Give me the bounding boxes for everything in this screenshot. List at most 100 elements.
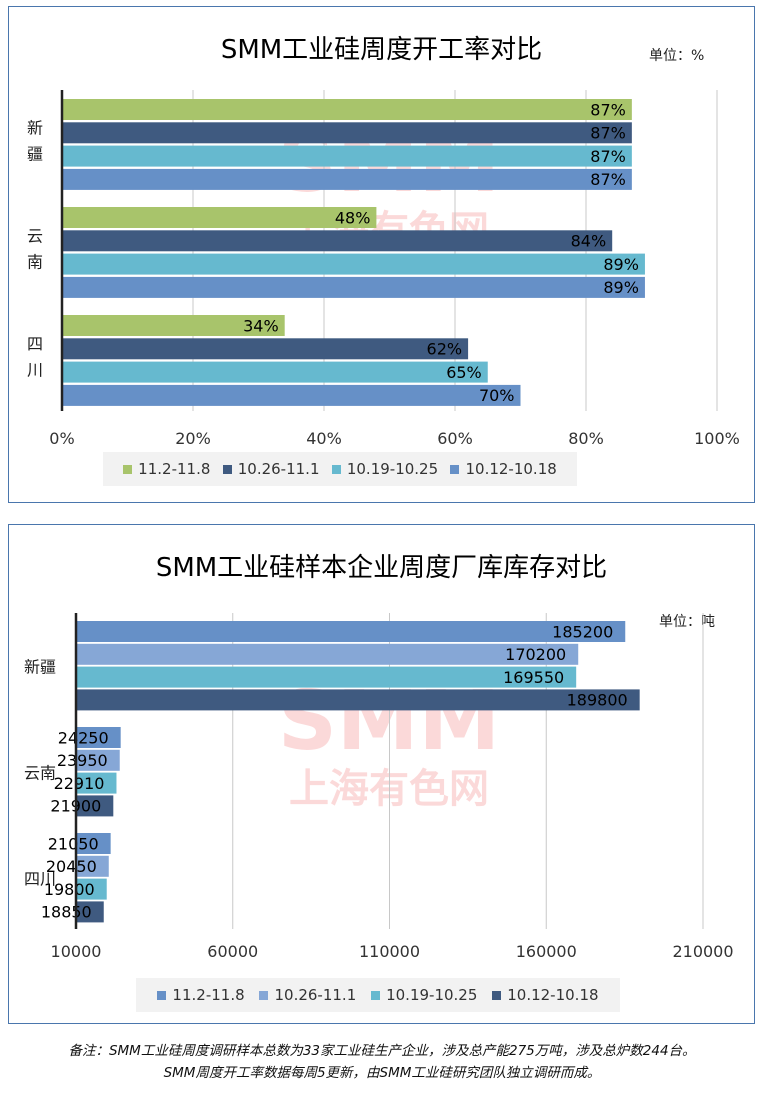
bar-10-19-10-25-0 [76,666,577,688]
legend-item: 10.12-10.18 [450,460,557,478]
category-label: 川 [27,361,43,380]
bar-10-19-10-25-2 [76,878,107,900]
legend-label: 10.19-10.25 [386,986,478,1004]
bar-10-12-10-18-2 [62,384,521,406]
legend-label: 10.19-10.25 [346,460,439,478]
category-label: 南 [27,253,43,272]
legend-swatch [492,990,502,1000]
data-label: 24250 [58,728,109,747]
bar-10-19-10-25-2 [62,361,488,383]
utilization-chart-panel: SMM 上海有色网 SMM工业硅周度开工率对比 单位：% 87%87%87%87… [8,6,755,503]
footnote-line-2: SMM周度开工率数据每周5更新，由SMM工业硅研究团队独立调研而成。 [163,1065,601,1081]
legend-label: 10.12-10.18 [507,986,599,1004]
footnote: 备注：SMM工业硅周度调研样本总数为33家工业硅生产企业，涉及总产能275万吨，… [0,1040,764,1084]
data-label: 23950 [57,751,108,770]
legend-label: 10.26-11.1 [237,460,320,478]
data-label: 19800 [44,880,95,899]
bar-10-12-10-18-1 [62,276,645,298]
bar-10-12-10-18-1 [76,795,114,817]
bar-10-26-11-1-2 [62,338,469,360]
chart-legend: 11.2-11.8 10.26-11.1 10.19-10.25 10.12-10.1… [103,452,577,486]
bar-11-2-11-8-1 [62,207,377,228]
bar-11-2-11-8-2 [62,315,285,336]
bar-10-26-11-1-0 [76,643,579,665]
data-label: 89% [603,278,639,297]
chart-legend: 11.2-11.8 10.26-11.1 10.19-10.25 10.12-10.1… [136,978,620,1012]
legend-swatch [157,990,167,1000]
data-label: 70% [479,386,515,405]
legend-swatch [331,464,341,474]
legend-swatch [371,990,381,1000]
category-label: 云南 [24,764,56,783]
bar-10-26-11-1-1 [62,230,613,252]
legend-item: 10.19-10.25 [371,986,477,1004]
data-label: 87% [590,100,626,119]
legend-swatch [123,464,133,474]
category-label: 新 [27,119,43,138]
x-tick-label: 0% [49,429,74,448]
bar-10-19-10-25-0 [62,145,632,167]
category-label: 四 [27,335,43,354]
bar-10-12-10-18-0 [62,168,632,190]
data-label: 18850 [41,903,92,922]
legend-item: 10.26-11.1 [259,986,356,1004]
legend-item: 11.2-11.8 [157,986,245,1004]
data-label: 170200 [505,645,566,664]
inventory-chart-panel: SMM 上海有色网 SMM工业硅样本企业周度厂库库存对比 单位：吨 185200… [8,524,755,1024]
data-label: 22910 [54,774,105,793]
data-label: 48% [335,208,371,227]
x-tick-label: 110000 [359,942,420,961]
legend-swatch [450,464,460,474]
bar-11-2-11-8-0 [76,621,626,642]
data-label: 62% [427,340,463,359]
data-label: 87% [590,170,626,189]
unit-label: 单位：% [649,48,705,64]
x-tick-label: 100% [694,429,740,448]
category-label: 云 [27,227,43,246]
data-label: 169550 [503,668,564,687]
unit-label: 单位：吨 [659,614,715,630]
data-label: 21050 [48,834,99,853]
chart-title: SMM工业硅样本企业周度厂库库存对比 [155,553,608,583]
legend-swatch [222,464,232,474]
footnote-line-1: 备注：SMM工业硅周度调研样本总数为33家工业硅生产企业，涉及总产能275万吨，… [68,1043,696,1059]
bar-10-19-10-25-1 [76,772,117,794]
bar-11-2-11-8-1 [76,727,121,748]
x-tick-label: 60% [437,429,473,448]
data-label: 65% [446,363,482,382]
legend-label: 11.2-11.8 [172,986,245,1004]
bar-11-2-11-8-0 [62,99,632,120]
x-tick-label: 80% [568,429,604,448]
data-label: 185200 [552,622,613,641]
bar-11-2-11-8-2 [76,833,111,854]
data-label: 20450 [46,857,97,876]
x-tick-label: 10000 [51,942,102,961]
legend-label: 10.26-11.1 [274,986,357,1004]
legend-label: 11.2-11.8 [138,460,211,478]
category-label: 疆 [27,145,43,164]
data-label: 189800 [567,691,628,710]
data-label: 87% [590,124,626,143]
x-tick-label: 210000 [672,942,733,961]
bar-10-26-11-1-0 [62,122,632,144]
bar-10-26-11-1-1 [76,749,120,771]
x-tick-label: 40% [306,429,342,448]
category-label: 四川 [24,870,56,889]
chart-title: SMM工业硅周度开工率对比 [220,35,543,65]
x-tick-label: 60000 [207,942,258,961]
utilization-bar-chart: 87% 87% 87% 87% 新疆 48% 84% 89% 89% 云南 34% 62% 65% 70%… [27,90,740,448]
legend-swatch [259,990,269,1000]
legend-label: 10.12-10.18 [465,460,557,478]
data-label: 34% [243,316,279,335]
legend-item: 10.19-10.25 [331,460,439,478]
bar-10-12-10-18-0 [76,689,640,711]
data-label: 87% [590,147,626,166]
data-label: 89% [603,255,639,274]
legend-item: 10.26-11.1 [222,460,320,478]
legend-item: 11.2-11.8 [123,460,210,478]
x-tick-label: 160000 [516,942,577,961]
category-label: 新疆 [24,658,56,677]
x-tick-label: 20% [175,429,211,448]
legend-item: 10.12-10.18 [492,986,599,1004]
